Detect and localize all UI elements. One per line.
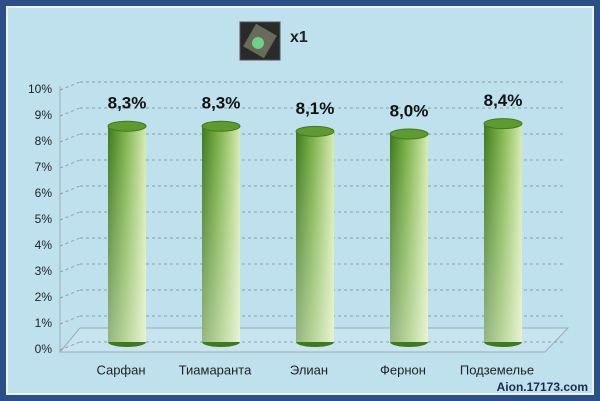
value-label: 8,1% <box>296 99 335 118</box>
value-label: 8,3% <box>108 94 147 113</box>
cylinder-top <box>107 120 147 132</box>
bar-shade <box>484 123 522 342</box>
value-label: 8,4% <box>484 91 523 110</box>
y-tick-label: 1% <box>35 316 53 330</box>
chart-title: x1 <box>290 29 308 46</box>
y-tick-label: 2% <box>35 290 53 304</box>
bar-shade <box>108 126 146 342</box>
x-tick-label: Фернон <box>380 362 426 377</box>
cylinder-top <box>389 128 429 140</box>
y-tick-label: 6% <box>35 186 53 200</box>
value-label: 8,3% <box>202 94 241 113</box>
y-tick-label: 10% <box>28 82 52 96</box>
bar-shade <box>390 134 428 342</box>
x-tick-label: Сарфан <box>96 362 145 377</box>
x-tick-label: Элиан <box>290 362 328 377</box>
x-tick-label: Тиамаранта <box>179 362 252 377</box>
y-tick-label: 9% <box>35 108 53 122</box>
x-tick-label: Подземелье <box>460 362 534 377</box>
y-tick-label: 0% <box>35 342 53 356</box>
cylinder-top <box>201 120 241 132</box>
y-tick-label: 4% <box>35 238 53 252</box>
bar-shade <box>296 131 334 342</box>
bar-shade <box>202 126 240 342</box>
icon <box>239 21 281 61</box>
y-tick-label: 5% <box>35 212 53 226</box>
value-label: 8,0% <box>390 101 429 120</box>
y-tick-label: 8% <box>35 134 53 148</box>
watermark: Aion.17173.com <box>497 380 588 394</box>
cylinder-top <box>483 118 523 130</box>
y-tick-label: 3% <box>35 264 53 278</box>
cylinder-top <box>295 125 335 137</box>
y-tick-label: 7% <box>35 160 53 174</box>
